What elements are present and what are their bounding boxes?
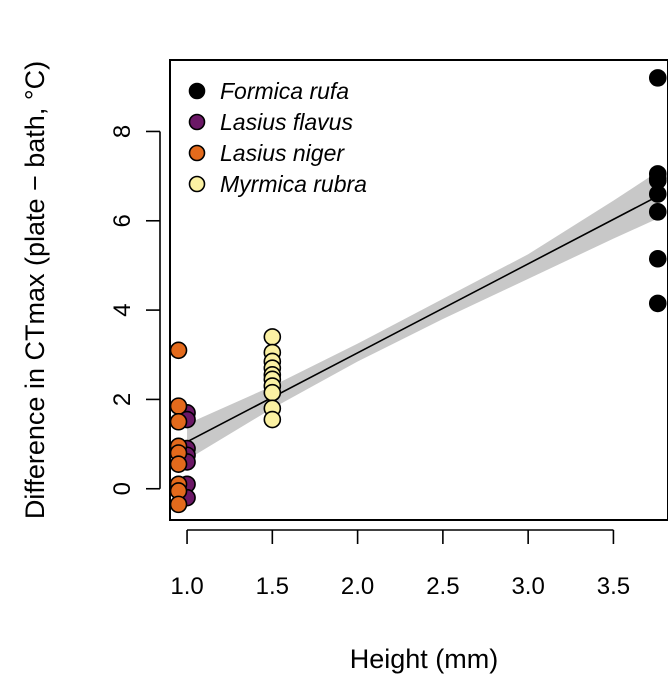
x-tick-label: 1.5	[256, 573, 289, 600]
x-tick-label: 2.0	[341, 573, 374, 600]
confidence-band	[187, 171, 658, 460]
legend-marker	[188, 144, 206, 162]
point-formica-rufa	[648, 203, 667, 221]
legend: Formica rufa Lasius flavus Lasius niger Myr…	[188, 78, 367, 197]
legend-marker	[188, 175, 206, 193]
y-tick-label: 0	[109, 482, 136, 495]
legend-label: Formica rufa	[220, 78, 349, 104]
point-myrmica-rubra	[263, 328, 282, 346]
point-lasius-niger	[169, 495, 188, 514]
x-tick-label: 3.5	[597, 573, 630, 600]
point-lasius-niger	[169, 397, 188, 415]
x-tick-label: 1.0	[170, 573, 203, 600]
legend-marker	[188, 82, 206, 100]
y-tick-label: 6	[109, 214, 136, 227]
y-tick-label: 8	[109, 125, 136, 138]
y-tick-label: 4	[109, 303, 136, 316]
point-formica-rufa	[648, 185, 667, 203]
x-axis: 1.0 1.5 2.0 2.5 3.0 3.5	[170, 529, 630, 600]
point-lasius-niger	[169, 341, 188, 360]
y-axis-title: Difference in CTmax (plate − bath, °C)	[20, 61, 50, 519]
point-formica-rufa	[648, 69, 667, 87]
fit-line	[186, 195, 659, 443]
point-myrmica-rubra	[263, 383, 282, 402]
point-myrmica-rubra	[263, 410, 282, 429]
data-points-layer	[169, 69, 667, 514]
y-tick-label: 2	[109, 393, 136, 406]
y-axis: 0 2 4 6 8	[109, 125, 161, 495]
legend-marker	[188, 113, 206, 131]
point-lasius-niger	[169, 455, 188, 473]
x-tick-label: 3.0	[511, 573, 544, 600]
legend-label: Myrmica rubra	[220, 171, 367, 197]
plot-frame	[169, 59, 668, 521]
x-axis-title: Height (mm)	[350, 644, 499, 674]
confidence-band-layer	[187, 171, 658, 460]
legend-label: Lasius flavus	[220, 109, 353, 135]
point-formica-rufa	[648, 294, 667, 313]
point-formica-rufa	[648, 249, 667, 268]
point-lasius-niger	[169, 412, 188, 431]
fit-line-layer	[186, 195, 659, 443]
x-tick-label: 2.5	[426, 573, 459, 600]
legend-label: Lasius niger	[220, 140, 345, 166]
